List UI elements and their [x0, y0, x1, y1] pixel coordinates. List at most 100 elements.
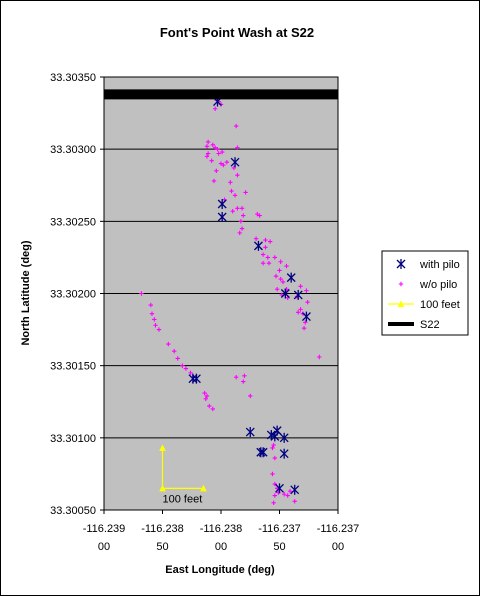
data-point [205, 151, 211, 156]
data-point [204, 393, 210, 399]
data-point [293, 289, 303, 300]
data-point [238, 219, 244, 224]
x-tick-label-line2: 50 [273, 541, 285, 553]
series-with-pilo [188, 96, 311, 495]
legend-label: with pilo [419, 259, 460, 271]
data-point [152, 317, 157, 322]
y-tick-label: 33.30050 [50, 505, 96, 517]
data-point [298, 284, 303, 289]
data-point [210, 406, 216, 412]
data-point [149, 311, 155, 316]
data-point [153, 323, 158, 328]
legend-box [381, 250, 469, 336]
x-tick-label-line2: 00 [332, 541, 344, 553]
annotations: 100 feet [163, 493, 203, 505]
data-point [263, 245, 268, 250]
series-layer [104, 89, 338, 505]
data-point [228, 180, 233, 185]
data-point [285, 493, 290, 498]
x-axis-title: East Longitude (deg) [165, 564, 275, 576]
data-point [284, 263, 289, 269]
data-point [301, 311, 311, 322]
data-point [279, 448, 289, 459]
data-point [237, 230, 242, 236]
data-point [183, 366, 189, 371]
data-point [230, 209, 235, 214]
data-point [273, 273, 279, 279]
legend-entry: S22 [388, 319, 440, 331]
x-tick-label: -116.237 [317, 523, 360, 535]
data-point [280, 279, 286, 285]
x-tick-label: -116.238 [141, 523, 184, 535]
data-point [257, 213, 262, 218]
data-point [287, 489, 293, 494]
data-point [241, 213, 246, 218]
data-point [239, 226, 245, 231]
data-point [242, 373, 247, 378]
data-point [210, 142, 216, 148]
data-point [279, 432, 289, 443]
data-point [234, 123, 239, 129]
y-tick-label: 33.30300 [50, 144, 96, 156]
x-tick-label: -116.239 [83, 523, 126, 535]
data-point [211, 178, 217, 184]
data-point [270, 431, 280, 442]
data-point [270, 471, 275, 477]
data-point [217, 199, 227, 210]
data-point [298, 307, 303, 312]
data-point [290, 484, 300, 495]
legend-label: 100 feet [420, 299, 460, 311]
data-point [234, 375, 239, 380]
chart-title: Font's Point Wash at S22 [160, 25, 314, 40]
data-point [296, 310, 301, 315]
gridlines [104, 148, 338, 439]
x-tick-label: -116.237 [258, 523, 301, 535]
data-point [217, 212, 227, 223]
series-100-feet [159, 444, 207, 492]
axes: 33.30350 33.30300 33.30250 33.30200 33.30150… [50, 72, 359, 553]
legend-marker [398, 281, 404, 287]
data-point [172, 349, 177, 354]
data-point [212, 145, 218, 150]
data-point [159, 444, 166, 451]
data-point [305, 299, 310, 305]
annotation-label: 100 feet [163, 493, 203, 505]
data-point [245, 427, 255, 438]
data-point [215, 146, 220, 152]
data-point [253, 240, 263, 251]
y-tick-label: 33.30250 [50, 216, 96, 228]
data-point [205, 139, 211, 145]
data-point [263, 237, 268, 243]
data-point [232, 193, 238, 198]
legend: with pilo w/o pilo 100 feet S22 [381, 250, 469, 336]
data-point [253, 236, 259, 241]
data-point [229, 188, 234, 194]
x-tick-label-line2: 50 [156, 541, 168, 553]
data-point [214, 168, 219, 174]
data-point [278, 276, 283, 282]
data-point [191, 373, 201, 384]
data-point [248, 393, 253, 399]
data-point [204, 154, 210, 159]
data-point [304, 288, 309, 293]
data-point [200, 484, 207, 492]
data-point [317, 354, 322, 360]
y-tick-label: 33.30150 [50, 361, 96, 373]
data-point [235, 172, 240, 178]
legend-entry: with pilo [396, 259, 460, 271]
data-point [267, 239, 273, 244]
x-tick-label-line2: 00 [98, 541, 110, 553]
data-point [260, 252, 266, 257]
data-point [280, 288, 290, 299]
data-point [275, 483, 284, 494]
data-point [281, 491, 287, 497]
data-point [209, 158, 214, 163]
data-point [292, 499, 297, 504]
data-point [272, 493, 278, 498]
data-point [219, 149, 225, 155]
data-point [139, 291, 144, 296]
data-point [278, 259, 283, 264]
data-point [216, 151, 221, 156]
data-point [272, 481, 278, 487]
